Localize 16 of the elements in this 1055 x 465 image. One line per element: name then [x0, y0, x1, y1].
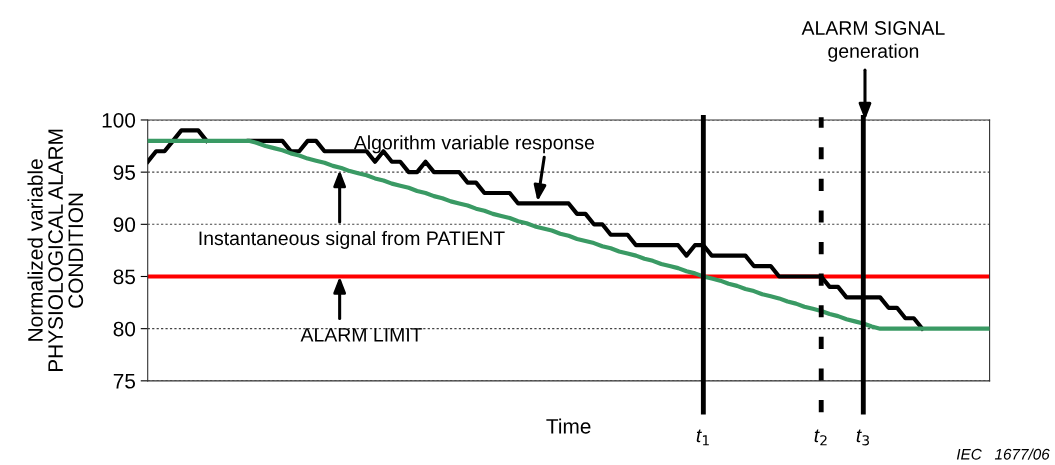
- text: IEC 1677/06: [956, 448, 1050, 460]
- annotation: Algorithm variable response: [353, 135, 594, 154]
- x-tick-label: t$_{3}$: [856, 429, 869, 446]
- annotation: Instantaneous signal from PATIENT: [199, 230, 505, 250]
- x-tick-label: t$_{1}$: [696, 429, 709, 446]
- annotation: ALARM LIMIT: [300, 328, 423, 342]
- annotation: ALARM SIGNAL generation: [801, 21, 945, 62]
- y-tick-label: 85: [113, 269, 136, 285]
- y-tick-label: 80: [113, 321, 136, 337]
- y-tick-label: 90: [113, 217, 136, 233]
- x-tick-label: t$_{2}$: [814, 429, 827, 446]
- y-tick-label: 100: [102, 112, 136, 128]
- y-tick-label: 95: [113, 165, 136, 180]
- y-tick-label: 75: [113, 374, 136, 389]
- x-axis-title: Time: [546, 418, 591, 434]
- y-axis-title: Normalized variable PHYSIOLOGICAL ALARM CONDITION: [27, 129, 84, 372]
